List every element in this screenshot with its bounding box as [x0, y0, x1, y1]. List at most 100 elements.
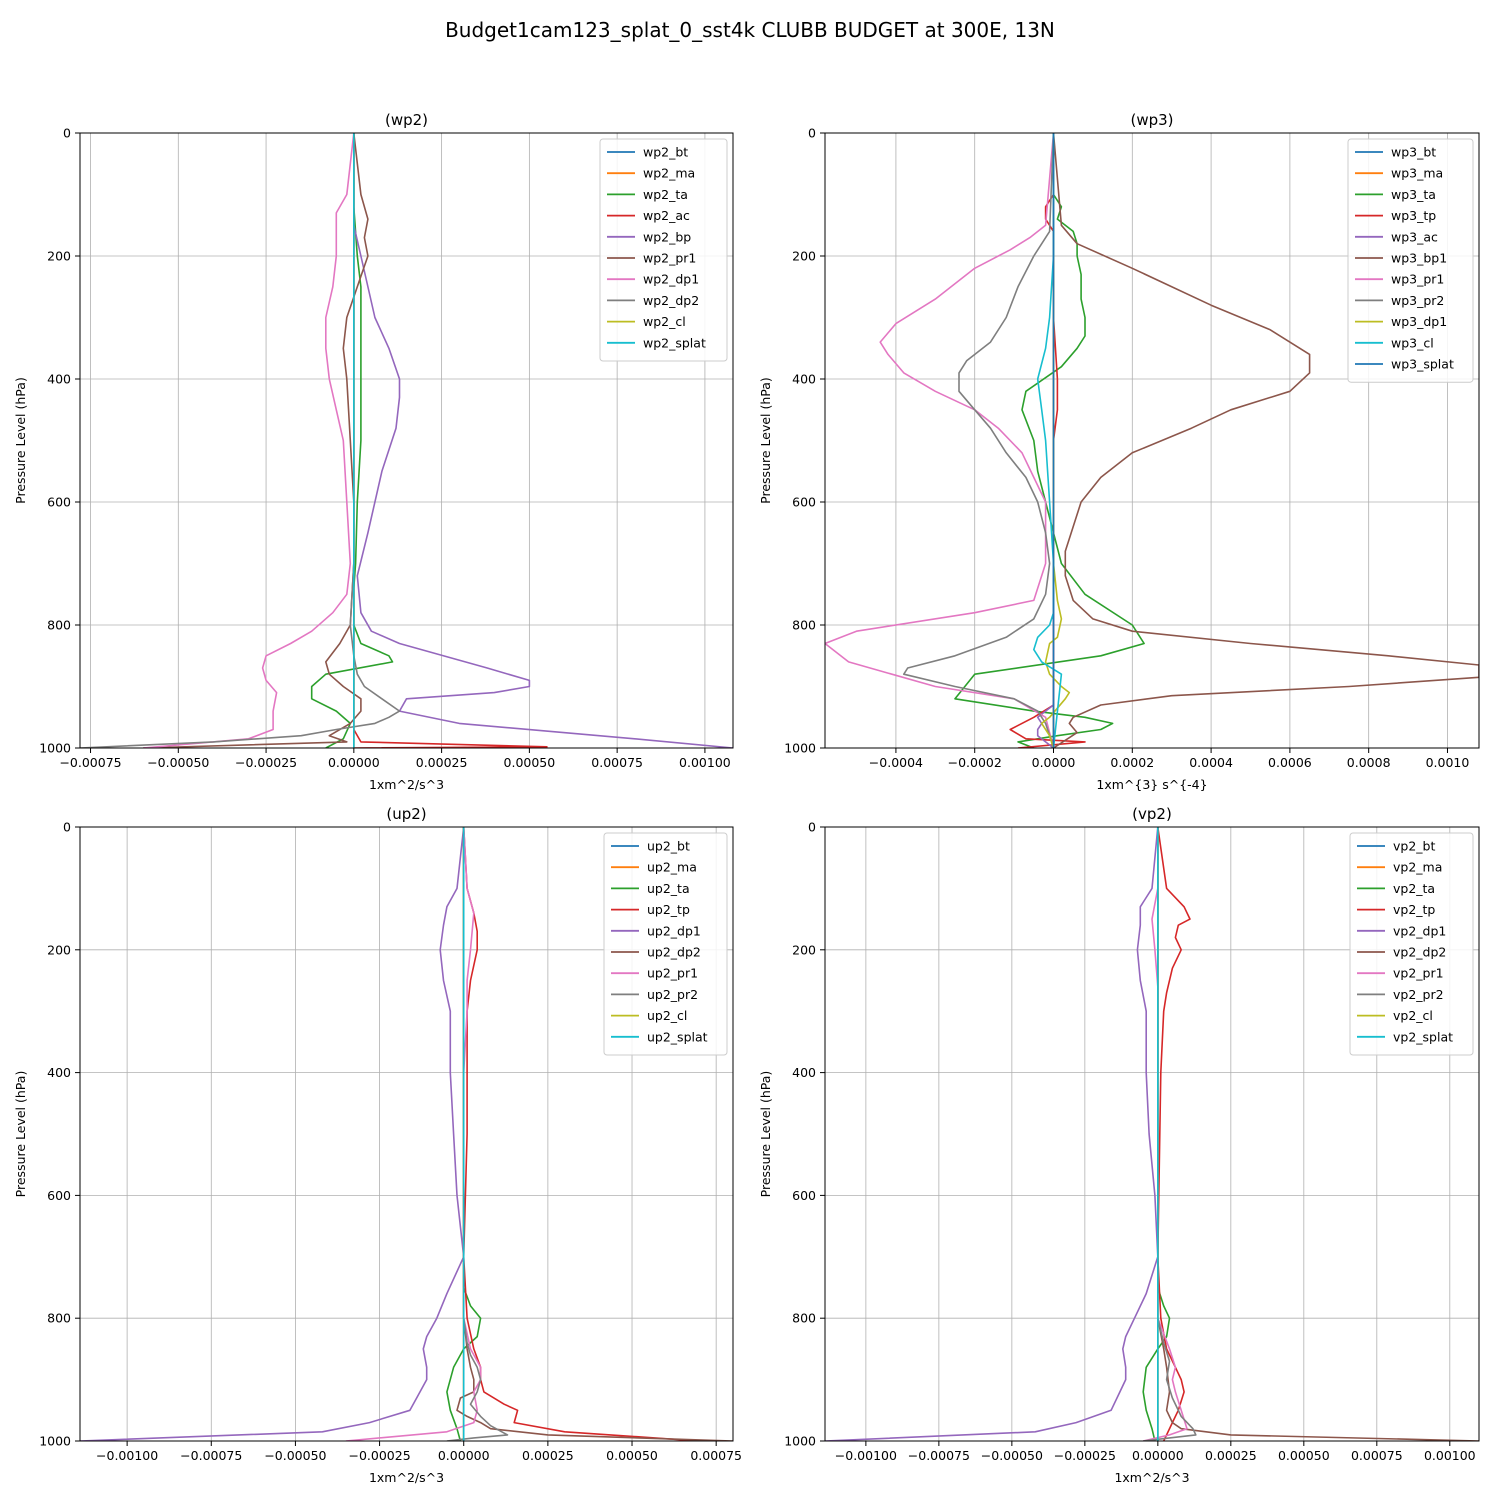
x-axis-label: 1xm^2/s^3	[369, 1470, 444, 1485]
legend-entry: wp2_dp1	[643, 272, 699, 287]
series-line-wp3_pr2	[902, 133, 1055, 748]
subplot-title: (up2)	[386, 805, 426, 823]
x-tick-label: 0.00025	[1205, 1448, 1257, 1463]
x-tick-label: 0.0004	[1189, 755, 1233, 770]
y-tick-label: 0	[808, 820, 816, 835]
x-tick-label: −0.00050	[981, 1448, 1043, 1463]
x-tick-label: 0.00000	[328, 755, 380, 770]
legend-entry: up2_pr2	[647, 987, 698, 1002]
y-axis-label: Pressure Level (hPa)	[758, 1071, 773, 1198]
series-line-wp3_bp1	[1052, 133, 1479, 748]
y-axis-label: Pressure Level (hPa)	[13, 1071, 28, 1198]
x-tick-label: −0.00100	[835, 1448, 897, 1463]
legend-entry: vp2_cl	[1393, 1008, 1433, 1023]
legend-entry: up2_splat	[647, 1029, 708, 1044]
x-axis-label: 1xm^{3} s^{-4}	[1096, 777, 1207, 792]
series-line-wp3_dp1	[1040, 133, 1071, 748]
legend-entry: wp3_bt	[1391, 145, 1436, 160]
legend-entry: wp2_ta	[643, 187, 688, 202]
y-tick-label: 1000	[784, 1434, 816, 1449]
y-tick-label: 600	[47, 1188, 71, 1203]
y-tick-label: 800	[47, 618, 71, 633]
y-tick-label: 0	[63, 820, 71, 835]
y-tick-label: 800	[792, 618, 816, 633]
series-line-vp2_pr2	[1143, 827, 1197, 1441]
legend-entry: up2_dp1	[647, 923, 701, 938]
legend-entry: wp3_pr2	[1391, 293, 1444, 308]
legend-entry: up2_dp2	[647, 945, 701, 960]
legend-entry: vp2_ma	[1393, 860, 1442, 875]
axes-frame	[79, 826, 734, 1442]
subplot-title: (vp2)	[1132, 805, 1172, 823]
legend-entry: up2_cl	[647, 1008, 687, 1023]
y-tick-label: 0	[808, 126, 816, 141]
legend-entry: wp3_ac	[1391, 229, 1438, 244]
y-tick-label: 1000	[784, 741, 816, 756]
x-tick-label: 0.0002	[1110, 755, 1154, 770]
x-tick-label: 0.00050	[504, 755, 556, 770]
x-tick-label: −0.0004	[869, 755, 923, 770]
x-tick-label: 0.00000	[1132, 1448, 1184, 1463]
subplot-up2: −0.00100 −0.00075 −0.00050 −0.00025 0.00000 0…	[13, 805, 742, 1485]
x-tick-label: 0.0000	[1032, 755, 1076, 770]
series-group	[825, 827, 1479, 1441]
legend-entry: up2_pr1	[647, 966, 698, 981]
x-tick-label: −0.00075	[59, 755, 121, 770]
series-group	[80, 827, 733, 1441]
x-tick-label: 0.00000	[438, 1448, 490, 1463]
y-tick-label: 200	[792, 249, 816, 264]
legend-entry: wp3_pr1	[1391, 272, 1444, 287]
x-tick-label: 0.0008	[1347, 755, 1391, 770]
x-tick-label: 0.00025	[522, 1448, 574, 1463]
legend-entry: wp2_ac	[643, 208, 690, 223]
legend: up2_bt up2_ma up2_ta up2_tp up2_dp1 up2_dp2up…	[603, 832, 728, 1056]
x-tick-label: 0.00050	[606, 1448, 658, 1463]
subplot-title: (wp2)	[385, 111, 428, 129]
series-group	[825, 133, 1479, 748]
legend-entry: wp3_cl	[1391, 335, 1434, 350]
series-line-wp2_dp1	[143, 133, 355, 748]
legend-entry: up2_ma	[647, 860, 697, 875]
legend-entry: wp3_ta	[1391, 187, 1436, 202]
y-tick-label: 400	[47, 372, 71, 387]
series-line-wp3_ta	[954, 133, 1145, 748]
axes-frame	[824, 826, 1480, 1442]
legend: vp2_bt vp2_ma vp2_ta vp2_tp vp2_dp1 vp2_dp2vp…	[1349, 832, 1474, 1056]
legend-entry: wp3_dp1	[1391, 314, 1447, 329]
axes-frame	[79, 132, 734, 749]
legend-entry: vp2_bt	[1393, 839, 1435, 854]
y-tick-label: 800	[792, 1311, 816, 1326]
subplot-wp3: −0.0004 −0.0002 0.0000 0.0002 0.0004 0.0006 0.…	[758, 111, 1480, 792]
legend-entry: vp2_pr1	[1393, 966, 1444, 981]
y-tick-label: 1000	[39, 1434, 71, 1449]
legend-entry: wp3_bp1	[1391, 251, 1447, 266]
x-tick-label: −0.00050	[264, 1448, 326, 1463]
y-axis-label: Pressure Level (hPa)	[758, 377, 773, 504]
x-tick-label: 0.00100	[679, 755, 731, 770]
y-tick-label: 400	[792, 372, 816, 387]
x-tick-label: −0.00025	[348, 1448, 410, 1463]
x-tick-label: −0.00025	[235, 755, 297, 770]
series-line-wp3_tp	[1009, 133, 1086, 748]
x-tick-label: −0.00075	[908, 1448, 970, 1463]
x-tick-label: −0.00100	[96, 1448, 158, 1463]
y-tick-label: 0	[63, 126, 71, 141]
x-tick-label: 0.00075	[1351, 1448, 1403, 1463]
legend-entry: wp3_tp	[1391, 208, 1436, 223]
x-tick-label: 0.00050	[1278, 1448, 1330, 1463]
axes-frame	[824, 132, 1480, 749]
legend-entry: vp2_splat	[1393, 1029, 1453, 1044]
legend-entry: up2_ta	[647, 881, 690, 896]
series-line-up2_pr1	[345, 827, 482, 1441]
legend: wp3_bt wp3_ma wp3_ta wp3_tp wp3_ac wp3_bp1 wp3…	[1347, 138, 1474, 383]
series-line-up2_pr2	[446, 827, 509, 1441]
x-tick-label: −0.00050	[147, 755, 209, 770]
legend-entry: wp3_ma	[1391, 166, 1443, 181]
x-axis-label: 1xm^2/s^3	[369, 777, 444, 792]
legend-entry: wp2_dp2	[643, 293, 699, 308]
x-axis-label: 1xm^2/s^3	[1114, 1470, 1189, 1485]
y-tick-label: 600	[47, 495, 71, 510]
y-tick-label: 200	[47, 942, 71, 957]
legend-entry: vp2_pr2	[1393, 987, 1444, 1002]
